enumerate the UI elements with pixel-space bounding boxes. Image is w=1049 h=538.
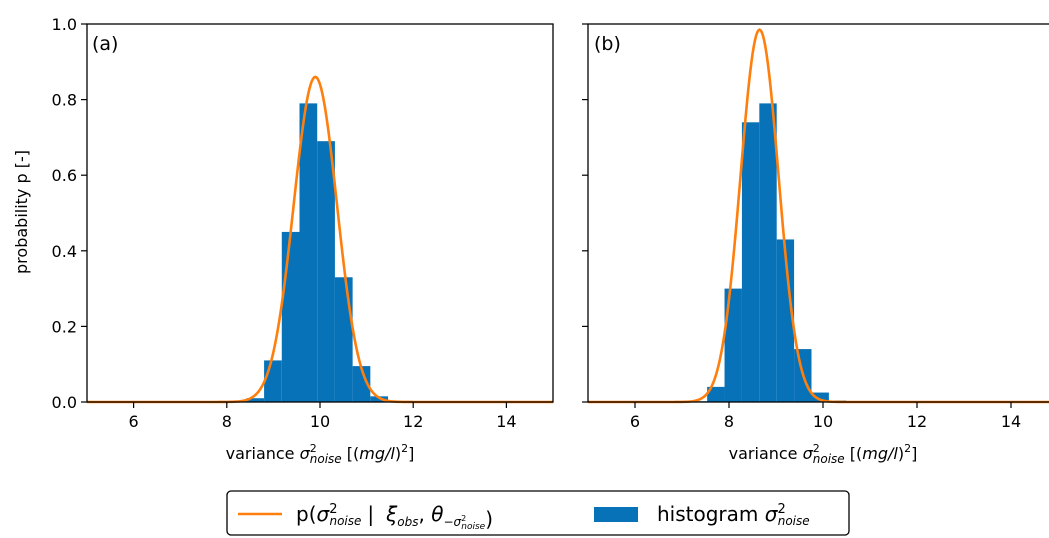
y-tick-label: 0.6 — [52, 166, 77, 185]
histogram-bar — [317, 141, 335, 402]
panel-a-y-ticks: 0.0 0.2 0.4 0.6 0.8 1.0 — [52, 15, 87, 412]
legend: p(σ2 noise | ξobs, θ−σ2 noise) histogram σ2 n… — [226, 490, 850, 536]
panel-b-frame — [587, 23, 1049, 403]
panel-b-label: (b) — [594, 33, 621, 55]
histogram-bar — [352, 366, 371, 402]
x-tick-label: 12 — [907, 412, 927, 431]
histogram-bar — [334, 277, 353, 402]
panel-b-x-axis-label: variance σ2 noise [(mg/l)2] — [729, 442, 918, 467]
x-tick-label: 8 — [724, 412, 734, 431]
y-tick-label: 0.0 — [52, 393, 77, 412]
histogram-bar — [707, 386, 725, 402]
histogram-bar — [741, 122, 760, 402]
x-tick-label: 10 — [310, 412, 330, 431]
panel-a-x-axis-label: variance σ2 noise [(mg/l)2] — [226, 442, 415, 467]
histogram-bar — [759, 103, 777, 402]
x-tick-label: 12 — [403, 412, 423, 431]
y-tick-label: 0.2 — [52, 317, 77, 336]
x-tick-label: 14 — [496, 412, 516, 431]
y-tick-label: 0.8 — [52, 91, 77, 110]
x-tick-label: 10 — [813, 412, 833, 431]
legend-histogram-label: histogram σ2 noise — [657, 502, 810, 528]
y-tick-label: 0.4 — [52, 242, 77, 261]
histogram-bar — [281, 231, 300, 402]
panel-b: 6 8 10 12 14 (b) variance σ2 noise [(mg/l)2] — [582, 23, 1049, 467]
histogram-bar — [776, 239, 795, 402]
panel-a-x-ticks: 6 8 10 12 14 — [129, 402, 517, 431]
panel-a: 6 8 10 12 14 0.0 0.2 0.4 0.6 0.8 1.0 (a) variance… — [52, 15, 554, 467]
y-axis-label: probability p [-] — [12, 150, 31, 274]
panel-b-histogram — [689, 103, 864, 402]
panel-a-histogram — [228, 103, 406, 402]
legend-histogram-swatch — [594, 507, 638, 522]
legend-frame — [226, 490, 850, 536]
panel-a-label: (a) — [92, 33, 118, 55]
x-tick-label: 6 — [129, 412, 139, 431]
y-tick-label: 1.0 — [52, 15, 77, 34]
histogram-bar — [246, 398, 265, 402]
panel-b-x-ticks: 6 8 10 12 14 — [630, 402, 1021, 431]
histogram-bar — [264, 360, 282, 402]
panel-b-y-ticks — [582, 23, 588, 403]
histogram-bar — [724, 288, 742, 402]
histogram-bar — [811, 392, 829, 402]
x-tick-label: 8 — [222, 412, 232, 431]
legend-density-label: p(σ2 noise | ξobs, θ−σ2 noise) — [296, 502, 493, 532]
panel-b-density-curve — [588, 28, 1049, 404]
x-tick-label: 14 — [1001, 412, 1021, 431]
x-tick-label: 6 — [630, 412, 640, 431]
histogram-bar — [299, 103, 318, 402]
